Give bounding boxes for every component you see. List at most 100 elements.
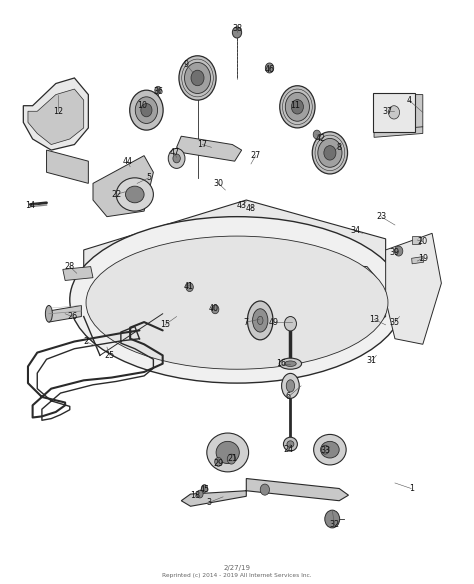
Polygon shape [23, 78, 88, 150]
Text: 33: 33 [320, 446, 330, 456]
Circle shape [285, 92, 310, 121]
Circle shape [141, 103, 152, 117]
Text: 12: 12 [53, 107, 63, 116]
Text: 7: 7 [244, 318, 249, 326]
Text: 21: 21 [228, 454, 237, 463]
Circle shape [312, 132, 347, 174]
Text: 15: 15 [160, 321, 170, 329]
Text: 47: 47 [169, 148, 179, 157]
Circle shape [155, 86, 161, 94]
Text: 31: 31 [367, 356, 377, 366]
Circle shape [318, 138, 342, 167]
FancyBboxPatch shape [412, 236, 420, 244]
Text: 48: 48 [246, 204, 256, 213]
Text: 35: 35 [390, 318, 400, 326]
Polygon shape [177, 136, 242, 161]
Polygon shape [135, 253, 386, 328]
Polygon shape [49, 305, 82, 322]
Polygon shape [386, 234, 441, 345]
Polygon shape [84, 200, 386, 322]
Text: 26: 26 [67, 312, 77, 321]
Text: Reprinted (c) 2014 - 2019 All Internet Services Inc.: Reprinted (c) 2014 - 2019 All Internet S… [162, 573, 312, 578]
Text: 1: 1 [409, 484, 414, 493]
Ellipse shape [70, 217, 404, 383]
Ellipse shape [282, 373, 299, 398]
Circle shape [179, 56, 216, 100]
Circle shape [232, 27, 242, 38]
Text: 24: 24 [283, 445, 293, 454]
Text: 46: 46 [264, 65, 274, 74]
Text: 38: 38 [232, 23, 242, 33]
Text: 45: 45 [200, 485, 210, 494]
Text: 2: 2 [83, 337, 89, 346]
Circle shape [260, 484, 270, 495]
Polygon shape [63, 266, 93, 280]
Circle shape [324, 145, 336, 160]
Text: 39: 39 [390, 248, 400, 257]
Polygon shape [413, 95, 423, 131]
Text: 43: 43 [237, 201, 246, 210]
Text: 5: 5 [146, 173, 151, 182]
Text: 27: 27 [250, 151, 261, 160]
Text: 41: 41 [183, 281, 193, 290]
Text: 42: 42 [316, 134, 326, 144]
Circle shape [173, 154, 180, 163]
Text: 13: 13 [369, 315, 379, 324]
Text: 34: 34 [350, 226, 360, 235]
Circle shape [284, 317, 296, 331]
Text: 17: 17 [197, 140, 207, 149]
Polygon shape [28, 89, 84, 145]
Text: 49: 49 [269, 318, 279, 326]
Ellipse shape [286, 380, 295, 392]
Circle shape [201, 485, 208, 492]
Text: 30: 30 [213, 179, 223, 188]
Text: 40: 40 [209, 304, 219, 312]
Text: 14: 14 [25, 201, 35, 210]
Ellipse shape [283, 437, 297, 451]
Text: 6: 6 [286, 392, 291, 401]
Circle shape [186, 283, 193, 291]
Circle shape [292, 100, 303, 114]
Ellipse shape [257, 317, 263, 325]
Circle shape [135, 97, 157, 123]
Text: 18: 18 [190, 491, 200, 500]
Circle shape [211, 305, 219, 314]
Ellipse shape [314, 434, 346, 465]
Polygon shape [181, 478, 348, 506]
Ellipse shape [279, 358, 301, 369]
Ellipse shape [287, 441, 294, 447]
Text: 3: 3 [207, 498, 211, 507]
Text: 23: 23 [376, 212, 386, 221]
Text: 44: 44 [123, 157, 133, 166]
Ellipse shape [216, 442, 239, 464]
Ellipse shape [46, 305, 52, 322]
Polygon shape [93, 156, 154, 217]
Text: 8: 8 [337, 143, 342, 152]
Ellipse shape [116, 178, 154, 211]
Text: 32: 32 [329, 520, 339, 529]
Circle shape [168, 148, 185, 168]
Ellipse shape [126, 186, 144, 203]
Ellipse shape [86, 236, 388, 369]
Text: 29: 29 [213, 459, 224, 468]
Circle shape [394, 246, 403, 256]
Text: ARTParts.com: ARTParts.com [203, 289, 271, 300]
Ellipse shape [253, 309, 268, 332]
Text: 28: 28 [65, 262, 75, 271]
Circle shape [280, 86, 315, 128]
Polygon shape [84, 300, 246, 350]
Text: 25: 25 [104, 351, 114, 360]
Circle shape [184, 62, 210, 93]
Circle shape [265, 63, 273, 73]
Text: 16: 16 [276, 359, 286, 368]
Ellipse shape [247, 301, 273, 340]
Circle shape [215, 457, 222, 466]
Circle shape [227, 454, 236, 464]
Text: 19: 19 [418, 254, 428, 263]
Ellipse shape [207, 433, 248, 472]
Text: 9: 9 [183, 60, 189, 68]
Ellipse shape [284, 361, 296, 367]
Text: 22: 22 [111, 190, 121, 199]
Text: 10: 10 [137, 101, 147, 110]
FancyBboxPatch shape [373, 93, 415, 133]
